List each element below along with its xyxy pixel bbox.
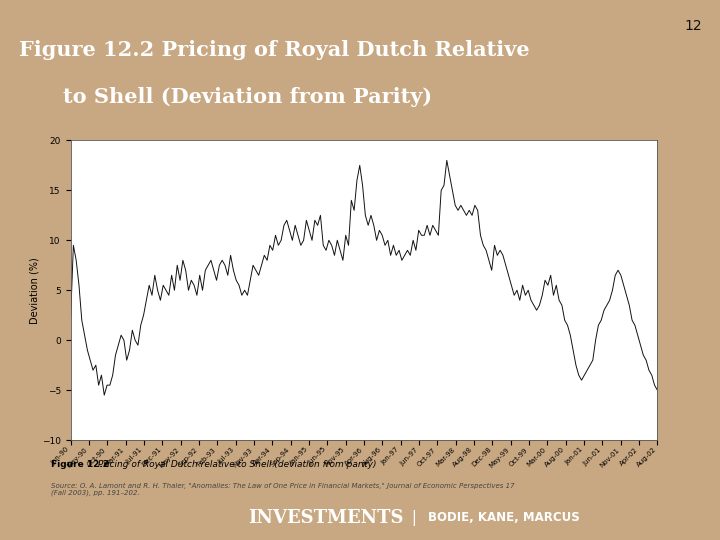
- Text: Figure 12.2: Figure 12.2: [51, 461, 109, 469]
- Text: BODIE, KANE, MARCUS: BODIE, KANE, MARCUS: [428, 511, 580, 524]
- Text: 12: 12: [685, 19, 702, 33]
- Text: INVESTMENTS: INVESTMENTS: [248, 509, 403, 527]
- Text: |: |: [407, 510, 422, 526]
- Text: Figure 12.2 Pricing of Royal Dutch Relative: Figure 12.2 Pricing of Royal Dutch Relat…: [19, 39, 529, 59]
- Text: Source: O. A. Lamont and R. H. Thaler, "Anomalies: The Law of One Price in Finan: Source: O. A. Lamont and R. H. Thaler, "…: [51, 483, 515, 496]
- Text: to Shell (Deviation from Parity): to Shell (Deviation from Parity): [63, 87, 432, 107]
- Y-axis label: Deviation (%): Deviation (%): [29, 257, 39, 323]
- Text: Pricing of Royal Dutch relative to Shell (deviation from parity): Pricing of Royal Dutch relative to Shell…: [95, 461, 377, 469]
